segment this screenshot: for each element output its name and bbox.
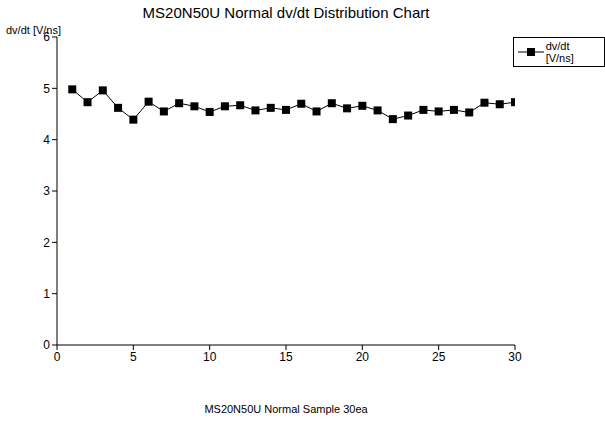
svg-text:30: 30 [508, 350, 522, 364]
svg-text:25: 25 [432, 350, 446, 364]
svg-text:5: 5 [43, 82, 50, 96]
svg-text:0: 0 [54, 350, 61, 364]
svg-text:5: 5 [130, 350, 137, 364]
svg-text:4: 4 [43, 133, 50, 147]
svg-text:2: 2 [43, 236, 50, 250]
svg-text:6: 6 [43, 30, 50, 44]
svg-text:10: 10 [203, 350, 217, 364]
svg-text:15: 15 [279, 350, 293, 364]
svg-text:0: 0 [43, 338, 50, 352]
svg-text:20: 20 [356, 350, 370, 364]
svg-text:3: 3 [43, 184, 50, 198]
svg-text:1: 1 [43, 287, 50, 301]
